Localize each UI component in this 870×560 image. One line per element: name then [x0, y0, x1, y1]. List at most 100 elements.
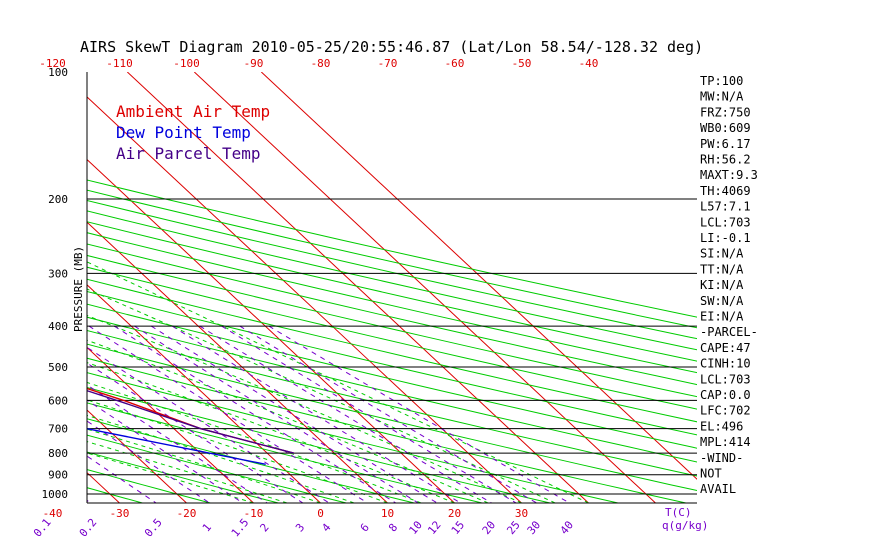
- isotherm-line: [87, 409, 187, 503]
- dry-adiabat-line: [0, 72, 75, 503]
- index-label: CAPE:47: [700, 341, 751, 355]
- index-label: LI:-0.1: [700, 231, 751, 245]
- index-label: L57:7.1: [700, 200, 751, 214]
- moist-adiabat-line: [87, 399, 388, 503]
- dry-adiabat-line: [87, 418, 415, 503]
- mixing-ratio-line: [171, 325, 461, 503]
- mixing-ratio-label: 25: [504, 518, 522, 537]
- mixing-ratio-label: 1: [200, 521, 214, 534]
- index-label: RH:56.2: [700, 153, 751, 167]
- index-label: AVAIL: [700, 482, 736, 496]
- mixing-ratio-line: [134, 325, 419, 503]
- moist-adiabat-line: [87, 314, 522, 503]
- mixing-ratio-label: 10: [406, 518, 424, 537]
- isotherm-line: [126, 72, 589, 503]
- index-label: EI:N/A: [700, 310, 744, 324]
- moist-adiabat-line: [87, 288, 556, 503]
- index-label: MAXT:9.3: [700, 168, 758, 182]
- mixing-ratio-line: [87, 499, 91, 503]
- moist-adiabat-line: [87, 261, 589, 503]
- index-label: KI:N/A: [700, 278, 744, 292]
- dry-adiabat-line: [87, 290, 697, 436]
- index-label: LCL:703: [700, 215, 751, 229]
- dry-adiabat-line: [87, 278, 697, 423]
- isotherm-line: [260, 72, 697, 480]
- index-label: MPL:414: [700, 435, 751, 449]
- dry-adiabat-line: [87, 221, 697, 362]
- top-temp-tick: -70: [378, 57, 398, 70]
- legend-parcel: Air Parcel Temp: [116, 144, 261, 163]
- index-label: LCL:703: [700, 372, 751, 386]
- mixing-ratio-label: 30: [525, 518, 543, 537]
- mixing-ratio-line: [0, 326, 45, 503]
- mixing-ratio-label: 20: [480, 518, 498, 537]
- y-axis-label: PRESSURE (MB): [72, 246, 85, 332]
- mixing-ratio-line: [268, 325, 570, 503]
- dry-adiabat-line: [87, 402, 483, 503]
- isotherm-line: [87, 471, 120, 503]
- pressure-tick-label: 400: [48, 320, 68, 333]
- index-label: TH:4069: [700, 184, 751, 198]
- index-label: WB0:609: [700, 121, 751, 135]
- mixing-ratio-unit: q(g/kg): [662, 519, 708, 532]
- chart-title: AIRS SkewT Diagram 2010-05-25/20:55:46.8…: [80, 38, 703, 56]
- bottom-temp-tick: -10: [244, 507, 264, 520]
- mixing-ratio-line: [87, 420, 210, 503]
- top-temp-tick: -120: [39, 57, 66, 70]
- dry-adiabat-line: [87, 372, 619, 503]
- top-temp-tick: -100: [173, 57, 200, 70]
- index-label: SW:N/A: [700, 294, 744, 308]
- isotherm-line: [87, 221, 388, 503]
- pressure-ticks: 100 200 300 400 500 600 700 800 900 1000: [42, 66, 69, 501]
- top-temp-ticks: -120 -110 -100 -90 -80 -70 -60 -50 -40: [39, 57, 598, 70]
- bottom-temp-tick: 10: [381, 507, 394, 520]
- dry-adiabat-line: [87, 199, 697, 340]
- moist-adiabat-line: [87, 441, 288, 503]
- dry-adiabat-line: [87, 387, 551, 503]
- index-label: TT:N/A: [700, 262, 744, 276]
- mixing-ratio-line: [87, 384, 268, 503]
- mixing-ratio-label: 40: [558, 518, 576, 537]
- legend-ambient: Ambient Air Temp: [116, 102, 270, 121]
- index-label: SI:N/A: [700, 247, 744, 261]
- top-temp-tick: -90: [244, 57, 264, 70]
- mixing-ratio-line: [114, 325, 397, 503]
- pressure-tick-label: 500: [48, 361, 68, 374]
- isobars: [87, 198, 697, 495]
- mixing-ratio-label: 15: [449, 518, 467, 537]
- index-label: MW:N/A: [700, 90, 744, 104]
- mixing-ratio-label: 8: [386, 521, 400, 534]
- profile-line: [87, 389, 295, 454]
- moist-adiabat-line: [87, 362, 455, 503]
- bottom-temp-tick: -20: [177, 507, 197, 520]
- index-label: NOT: [700, 467, 722, 481]
- top-temp-tick: -80: [311, 57, 331, 70]
- dry-adiabat-line: [87, 254, 697, 398]
- moist-adiabat-line: [87, 414, 355, 503]
- dry-adiabat-line: [87, 316, 697, 463]
- index-label: -WIND-: [700, 451, 743, 465]
- legend-dewpoint: Dew Point Temp: [116, 123, 251, 142]
- bottom-temp-tick: 0: [317, 507, 324, 520]
- dry-adiabats: [0, 72, 697, 503]
- isotherm-line: [0, 72, 53, 503]
- mixing-ratio-label: 4: [319, 521, 333, 535]
- dry-adiabat-line: [87, 469, 211, 503]
- mixing-ratio-label: 2: [257, 521, 271, 534]
- mixing-ratio-label: 6: [358, 521, 372, 534]
- dry-adiabat-line: [87, 266, 697, 410]
- pressure-tick-label: 100: [48, 66, 68, 79]
- top-temp-tick: -40: [579, 57, 599, 70]
- dry-adiabat-line: [87, 303, 697, 449]
- dry-adiabat-line: [87, 232, 697, 374]
- pressure-tick-label: 700: [48, 423, 68, 436]
- isotherm-line: [87, 284, 321, 503]
- bottom-temp-tick: -30: [110, 507, 130, 520]
- pressure-tick-label: 600: [48, 394, 68, 407]
- dry-adiabat-line: [87, 329, 697, 477]
- bottom-temp-tick: 30: [515, 507, 528, 520]
- top-temp-tick: -60: [445, 57, 465, 70]
- mixing-ratio-line: [239, 325, 537, 503]
